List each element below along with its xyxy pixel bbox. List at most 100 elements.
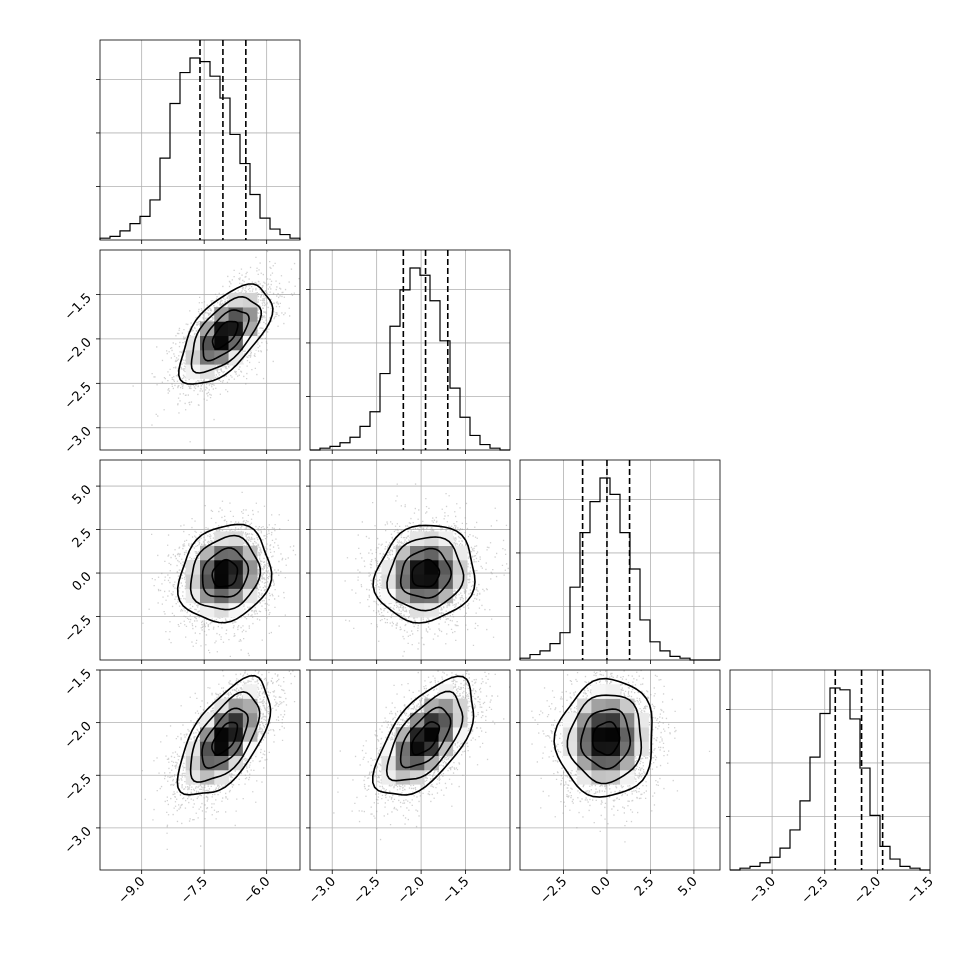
density-cell — [577, 712, 592, 728]
density-cell — [424, 727, 439, 742]
density-cell — [438, 560, 454, 575]
scatter-panel-2-3: −2.5 0.0 2.5 5.0 — [516, 669, 721, 907]
density-cell — [185, 770, 201, 785]
density-cell — [562, 727, 578, 742]
histogram-panel-2 — [516, 459, 721, 664]
density-cell — [438, 698, 454, 714]
contour-level-2 — [566, 694, 643, 785]
y-tick-label: −2.0 — [62, 719, 95, 752]
contour-level-0 — [411, 558, 441, 588]
contour-level-2 — [190, 295, 262, 374]
density-cell — [214, 335, 229, 351]
x-tick-label: −1.5 — [904, 874, 937, 907]
contour-level-3 — [177, 283, 274, 385]
density-cell — [214, 307, 229, 322]
x-tick-label: −6.0 — [241, 874, 274, 907]
density-cell — [214, 741, 229, 757]
y-tick-label: 0.0 — [70, 569, 95, 594]
panel-frame — [519, 459, 721, 661]
x-tick-label: −7.5 — [178, 874, 211, 907]
density-cell — [620, 698, 635, 714]
density-cell — [424, 741, 439, 757]
scatter-panel-1-3: −3.0 −2.5 −2.0 −1.5 — [306, 669, 511, 907]
density-cell — [228, 602, 244, 618]
density-cell — [410, 531, 425, 547]
x-tick-label: 2.5 — [632, 874, 657, 899]
density-cell — [242, 545, 258, 561]
panel-frame — [729, 669, 931, 871]
y-tick-label: −1.5 — [62, 291, 95, 324]
density-cell — [185, 350, 201, 365]
density-cell — [228, 350, 244, 365]
density-cell — [242, 307, 258, 322]
density-cell — [452, 560, 468, 575]
contour-level-2 — [189, 690, 261, 783]
density-cell — [214, 602, 229, 618]
density-cell — [424, 588, 439, 604]
density-cell — [200, 588, 215, 604]
panel-frame — [309, 249, 511, 451]
contour-level-0 — [410, 721, 441, 756]
panel-frame — [99, 39, 301, 241]
scatter-panel-0-2: −2.5 0.0 2.5 5.0 — [62, 459, 301, 664]
density-cell — [200, 545, 215, 561]
density-cell — [214, 574, 229, 589]
y-tick-label: −2.5 — [62, 613, 95, 646]
density-cell — [591, 755, 607, 771]
density-cell — [577, 755, 592, 771]
contour-level-1 — [579, 708, 632, 770]
histogram-panel-0 — [96, 39, 301, 244]
density-cell — [452, 712, 468, 728]
contour-level-3 — [176, 523, 273, 624]
density-cell — [605, 698, 621, 714]
density-cell — [620, 755, 635, 771]
density-cell — [242, 712, 258, 728]
x-tick-label: 0.0 — [589, 874, 614, 899]
panel-frame — [309, 669, 511, 871]
density-cell — [620, 727, 635, 742]
contour-level-2 — [385, 690, 464, 782]
histogram-step-2 — [519, 477, 720, 661]
contour-level-1 — [399, 547, 453, 599]
density-cell — [410, 712, 425, 728]
y-tick-label: −1.5 — [62, 666, 95, 699]
y-tick-label: −2.5 — [62, 771, 95, 804]
y-tick-label: −2.0 — [62, 335, 95, 368]
density-cell — [562, 741, 578, 757]
density-cell — [242, 684, 258, 699]
density-cell — [438, 574, 454, 589]
density-cell — [200, 755, 215, 771]
density-cell — [620, 741, 635, 757]
density-cell — [395, 770, 411, 785]
x-tick-label: −3.0 — [746, 874, 779, 907]
histogram-panel-1 — [306, 249, 511, 454]
x-tick-label: −2.5 — [351, 874, 384, 907]
density-cell — [605, 712, 621, 728]
density-cell — [634, 727, 649, 742]
density-cell — [395, 574, 411, 589]
density-cell — [185, 755, 201, 771]
y-tick-label: −3.0 — [62, 424, 95, 457]
density-cell — [228, 531, 244, 547]
contour-level-0 — [211, 721, 239, 756]
density-cell — [424, 531, 439, 547]
histogram-panel-3: −3.0 −2.5 −2.0 −1.5 — [726, 669, 937, 907]
density-cell — [228, 560, 244, 575]
density-cell — [395, 755, 411, 771]
density-cell — [452, 545, 468, 561]
density-cell — [620, 770, 635, 785]
contour-level-0 — [591, 720, 621, 756]
density-cell — [605, 741, 621, 757]
density-cell — [591, 698, 607, 714]
panel-frame — [99, 459, 301, 661]
panel-frame — [519, 669, 721, 871]
scatter-panel-1-2 — [306, 459, 511, 664]
density-cell — [228, 321, 244, 337]
density-cell — [242, 560, 258, 575]
x-tick-label: 5.0 — [676, 874, 701, 899]
contour-level-1 — [399, 706, 452, 769]
contour-level-3 — [553, 677, 653, 798]
density-cell — [562, 755, 578, 771]
y-tick-label: −3.0 — [62, 824, 95, 857]
density-cell — [242, 727, 258, 742]
